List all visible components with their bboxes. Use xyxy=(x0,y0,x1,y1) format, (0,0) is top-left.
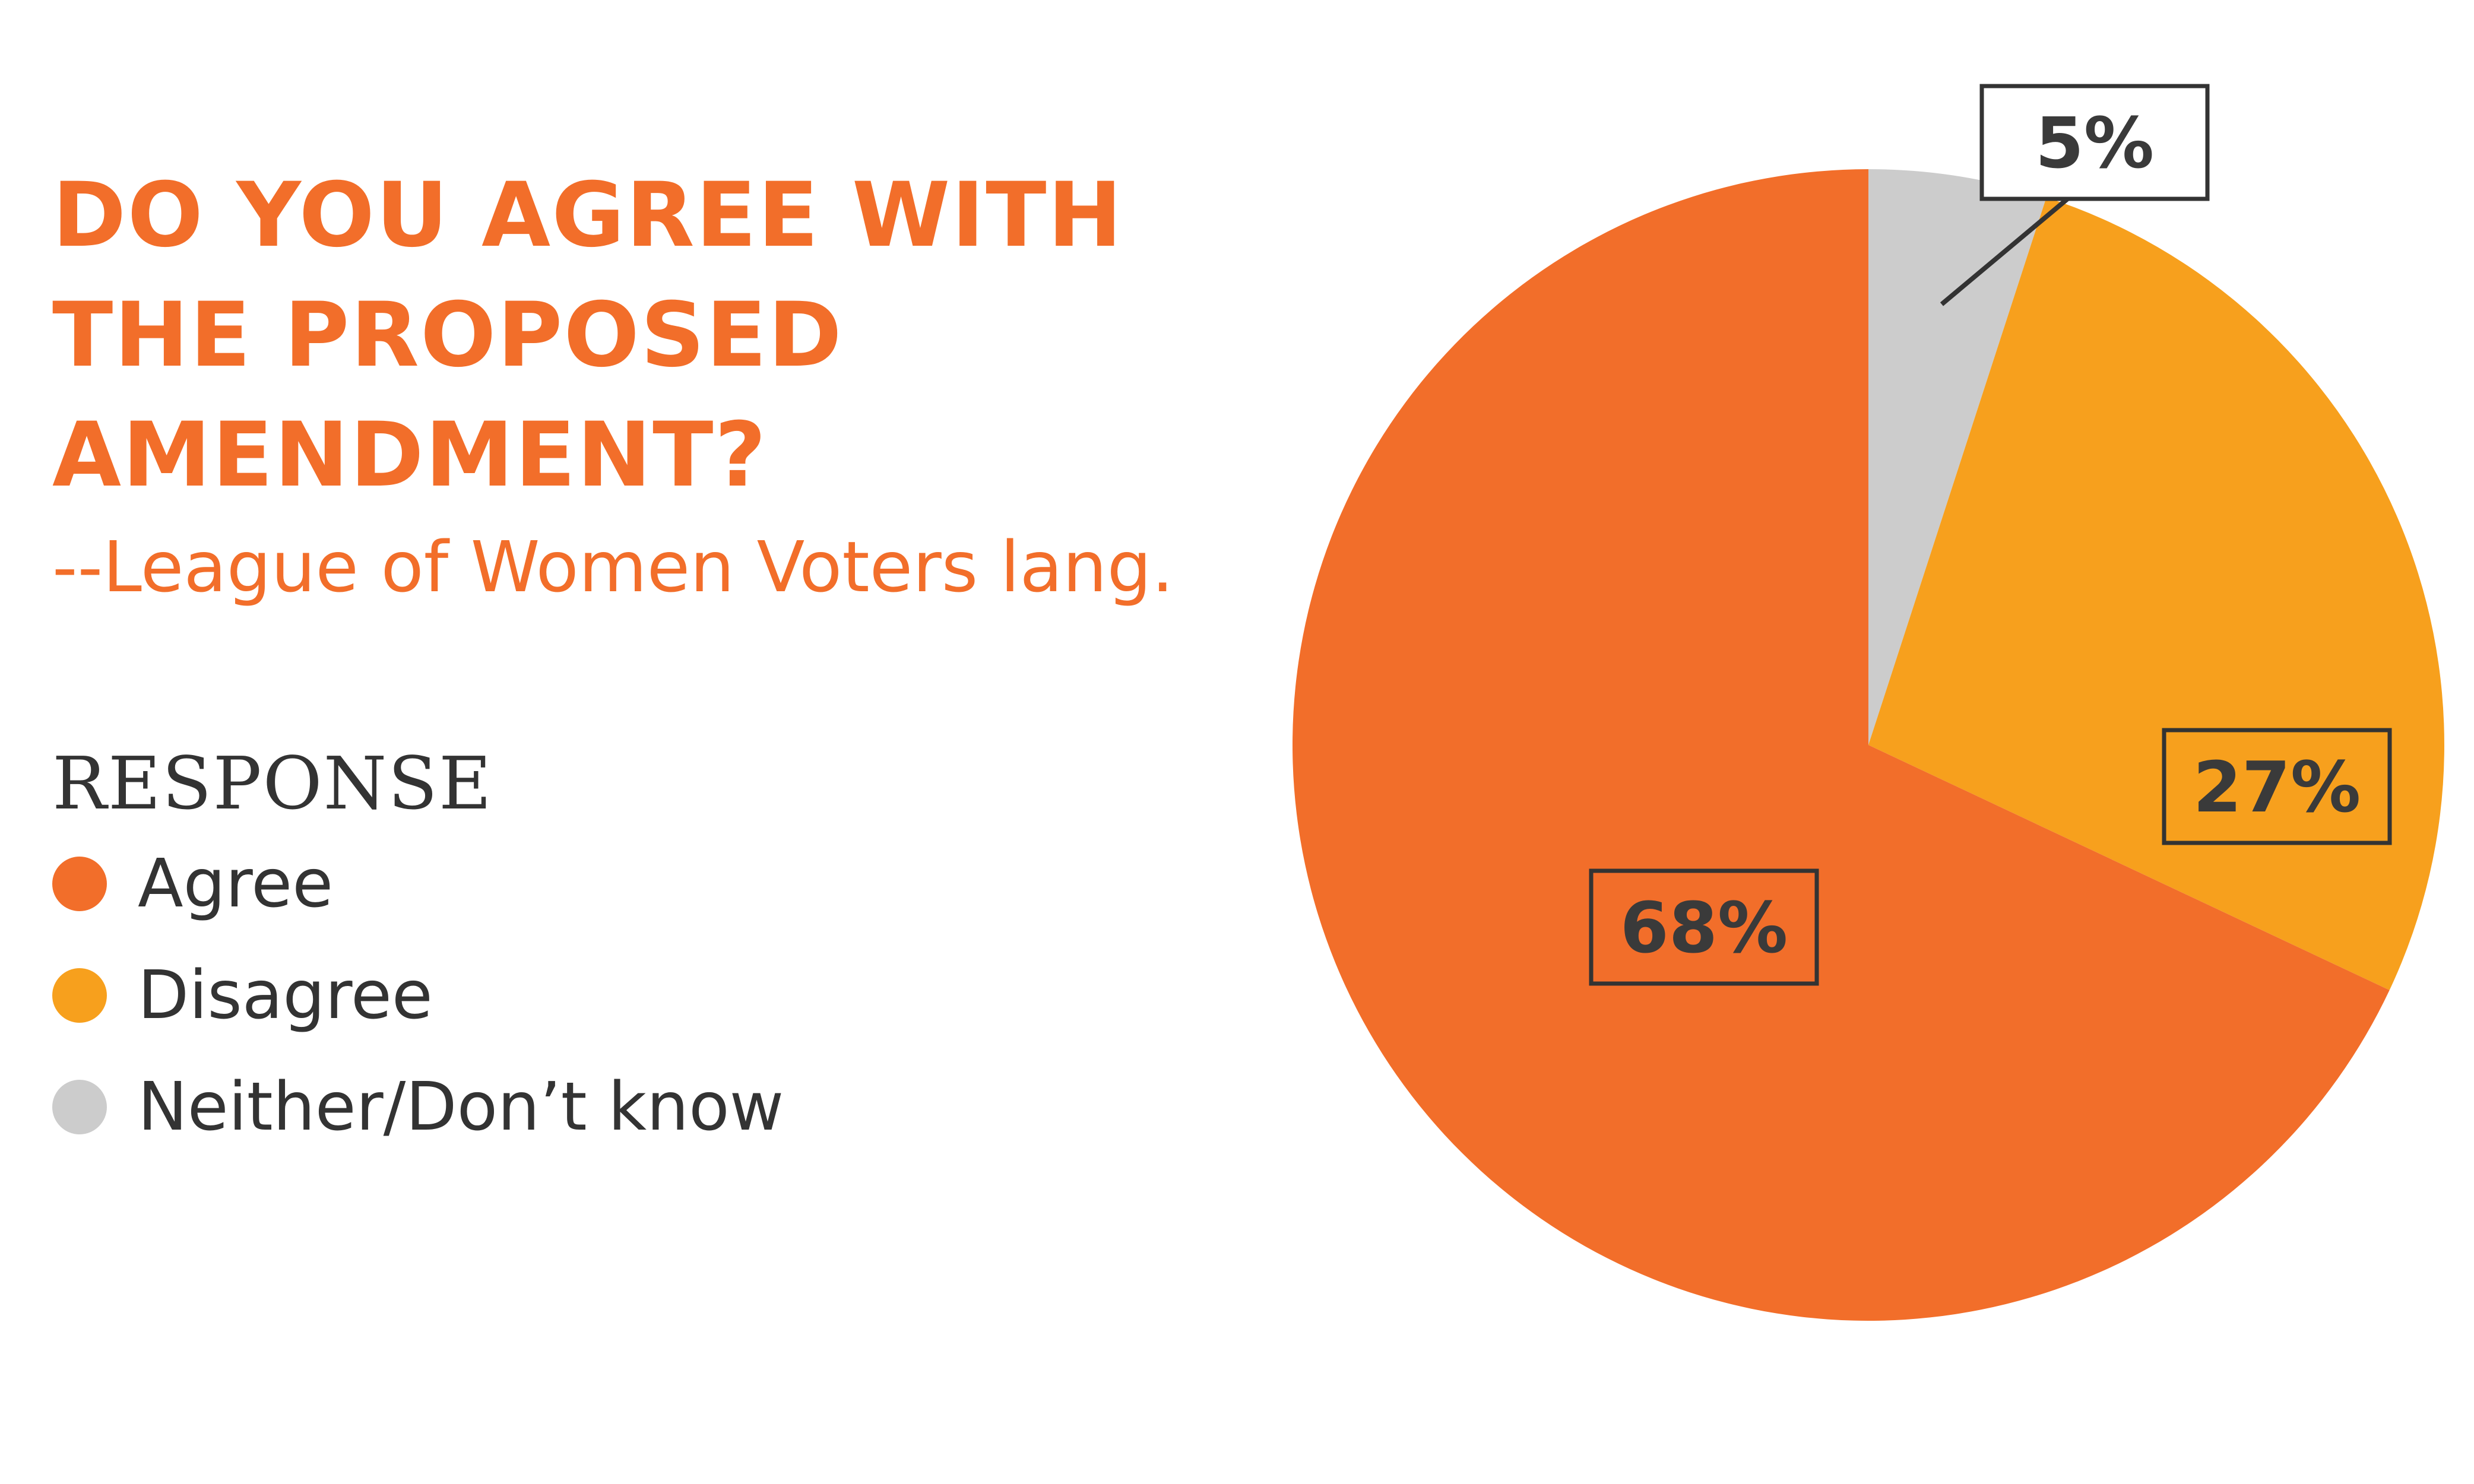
legend-item-agree: Agree xyxy=(52,828,784,940)
pie-slice-neither xyxy=(1868,169,2047,745)
legend-swatch-agree xyxy=(52,857,107,911)
data-label-box-neither xyxy=(1979,84,2210,201)
legend-title: RESPONSE xyxy=(52,741,493,826)
chart-subtitle: --League of Women Voters lang. xyxy=(52,526,1174,608)
legend: RESPONSE Agree Disagree Neither/Don’t kn… xyxy=(52,739,784,1163)
chart-title: DO YOU AGREE WITH THE PROPOSED AMENDMENT… xyxy=(52,156,1240,515)
leader-line-neither xyxy=(1940,196,2069,306)
data-label-box-agree xyxy=(1589,868,1819,986)
chart-title-line-2: THE PROPOSED xyxy=(52,284,843,387)
pie-slice-disagree xyxy=(1868,197,2444,991)
legend-label-neither: Neither/Don’t know xyxy=(138,1068,784,1146)
pie-slice-agree xyxy=(1293,169,2390,1321)
data-label-neither: 5% xyxy=(2035,102,2154,184)
data-label-box-disagree xyxy=(2162,728,2392,845)
legend-swatch-neither xyxy=(52,1080,107,1134)
chart-title-line-1: DO YOU AGREE WITH xyxy=(52,164,1124,267)
legend-item-disagree: Disagree xyxy=(52,940,784,1051)
legend-item-neither: Neither/Don’t know xyxy=(52,1051,784,1163)
legend-label-disagree: Disagree xyxy=(138,957,433,1034)
data-label-disagree: 27% xyxy=(2193,746,2361,828)
legend-swatch-disagree xyxy=(52,968,107,1023)
legend-label-agree: Agree xyxy=(138,845,334,922)
chart-title-line-3: AMENDMENT? xyxy=(52,404,768,507)
data-label-agree: 68% xyxy=(1620,887,1788,969)
